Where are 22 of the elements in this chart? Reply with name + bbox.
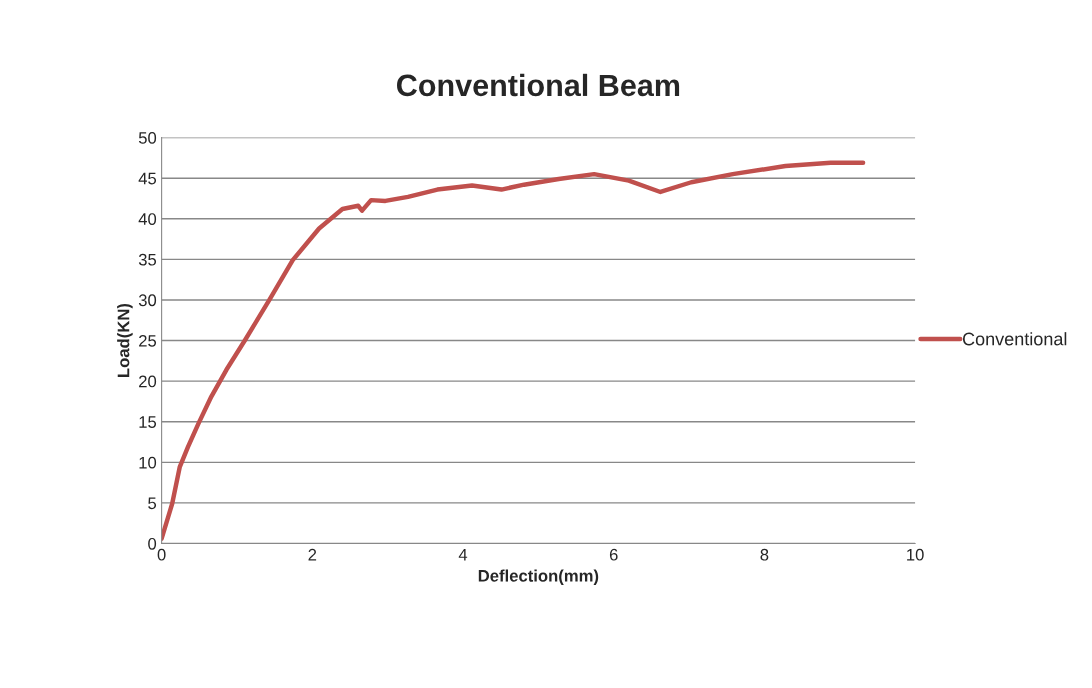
y-tick-label: 45 [138,172,157,185]
x-tick-label: 0 [157,548,166,561]
x-tick-label: 4 [458,548,468,561]
x-tick-label: 10 [907,548,924,561]
x-tick-label: 2 [308,548,317,561]
y-tick-label: 40 [138,213,157,225]
y-tick-label: 0 [148,537,157,550]
x-tick-label: 8 [760,548,769,561]
y-tick-label: 15 [139,416,157,428]
y-tick-label: 20 [139,375,157,388]
y-tick-label: 50 [138,132,157,144]
line-series [161,160,866,541]
y-tick-label: 10 [139,456,157,469]
x-axis-title: Deflection(mm) [478,569,599,586]
chart-title: Conventional Beam [397,73,680,97]
y-tick-label: 25 [139,334,157,347]
y-tick-label: 35 [138,253,157,266]
legend-label: Conventional [962,332,1067,346]
y-tick-label: 5 [148,497,157,510]
y-tick-label: 30 [138,294,157,307]
y-axis-title: Load(KN) [117,303,133,377]
x-tick-label: 6 [609,548,618,561]
